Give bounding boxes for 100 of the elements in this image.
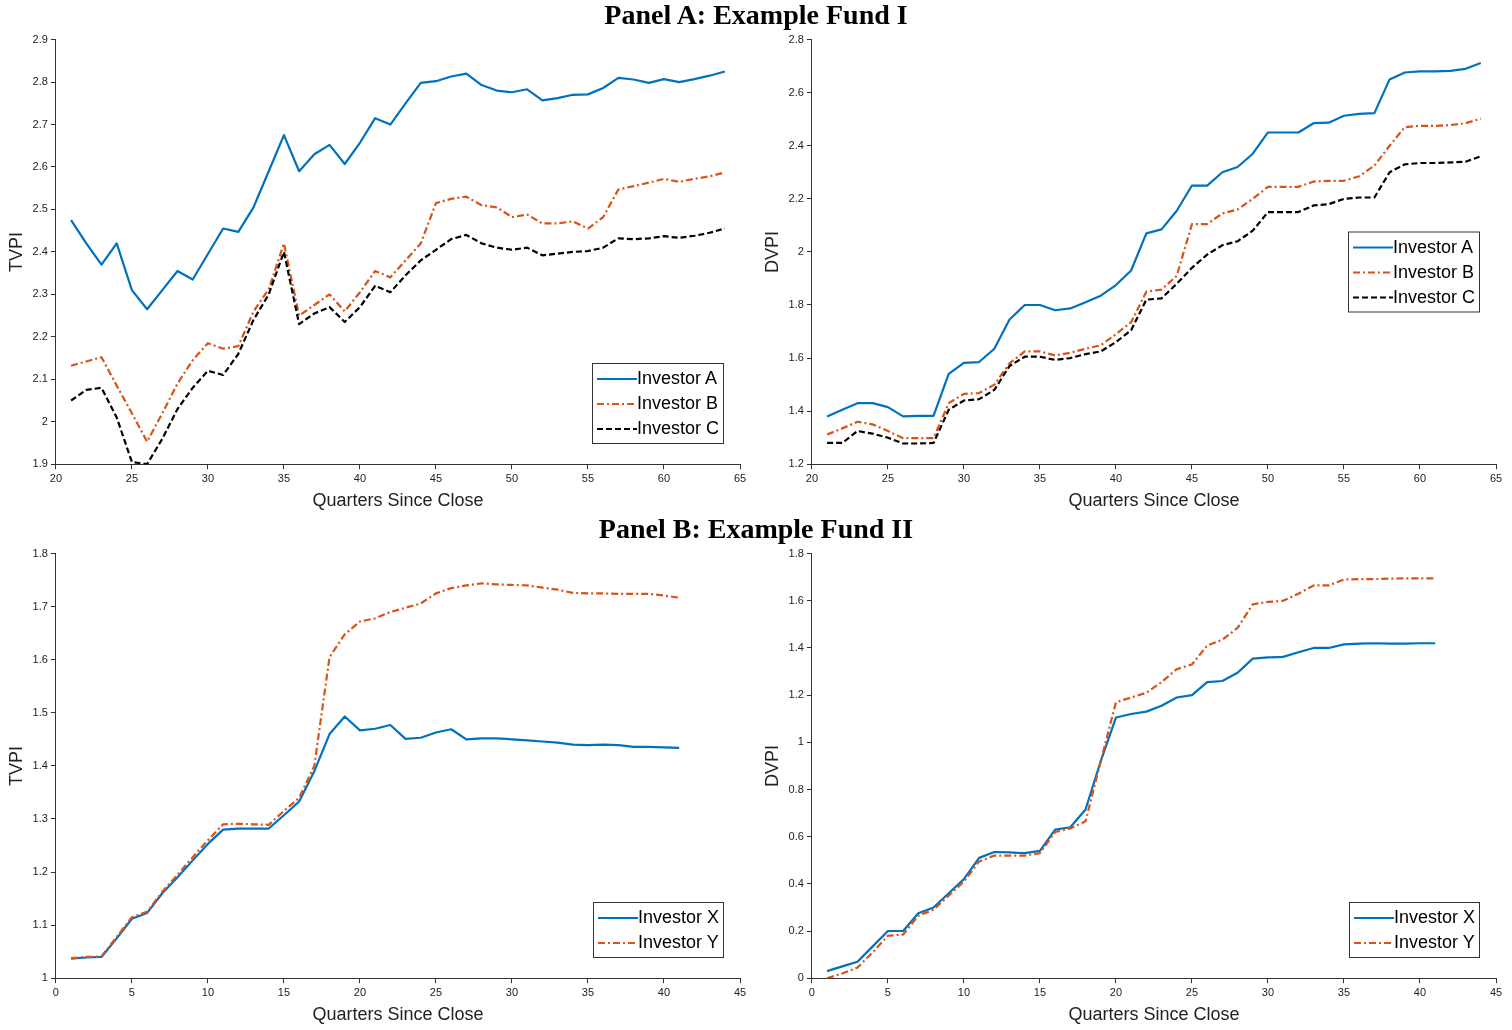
y-tick-label: 2.4 — [788, 138, 804, 151]
x-tick-label: 35 — [581, 985, 595, 998]
legend-label: Investor B — [636, 392, 719, 415]
x-tick-label: 35 — [1337, 985, 1351, 998]
y-tick-label: 0.2 — [788, 924, 804, 937]
y-tick-label: 2.5 — [32, 202, 48, 215]
x-axis-title: Quarters Since Close — [1068, 490, 1240, 511]
y-tick-label: 0.4 — [788, 876, 804, 889]
y-tick-label: 1.6 — [788, 593, 804, 606]
x-tick-label: 30 — [1261, 985, 1275, 998]
y-tick-label: 2.4 — [32, 244, 48, 257]
x-tick-label: 20 — [49, 471, 63, 484]
x-axis-title: Quarters Since Close — [312, 490, 484, 511]
y-tick-label: 2.8 — [788, 32, 804, 45]
y-tick-label: 1.4 — [788, 640, 804, 653]
y-tick-label: 2.2 — [32, 329, 48, 342]
y-tick-label: 1 — [41, 971, 48, 984]
y-tick-label: 1.9 — [32, 457, 48, 470]
y-tick-label: 1.8 — [788, 298, 804, 311]
chart-title: Panel B: Example Fund II — [597, 513, 915, 544]
x-axis-title: Quarters Since Close — [1068, 1004, 1240, 1025]
y-tick-label: 1.6 — [788, 351, 804, 364]
legend-label: Investor C — [636, 417, 719, 440]
line-series — [69, 227, 726, 465]
legend-label: Investor Y — [637, 931, 719, 954]
x-tick-label: 50 — [1261, 471, 1275, 484]
x-tick-label: 60 — [1413, 471, 1427, 484]
legend-label: Investor X — [637, 906, 719, 929]
x-tick-label: 65 — [1489, 471, 1503, 484]
x-tick-label: 5 — [128, 985, 135, 998]
y-tick-label: 2.3 — [32, 287, 48, 300]
y-axis-title: DVPI — [761, 744, 782, 787]
x-tick-label: 25 — [881, 471, 895, 484]
chart-title: Panel A: Example Fund I — [603, 0, 909, 30]
x-tick-label: 55 — [1337, 471, 1351, 484]
x-tick-label: 10 — [201, 985, 215, 998]
y-tick-label: 1.4 — [788, 404, 804, 417]
x-tick-label: 55 — [581, 471, 595, 484]
y-tick-label: 2.6 — [32, 160, 48, 173]
y-tick-label: 2.9 — [32, 32, 48, 45]
x-tick-label: 65 — [733, 471, 747, 484]
x-tick-label: 0 — [808, 985, 815, 998]
y-tick-label: 1.4 — [32, 758, 48, 771]
y-axis-title: TVPI — [5, 231, 26, 272]
y-tick-label: 1.2 — [788, 457, 804, 470]
y-tick-label: 2.6 — [788, 85, 804, 98]
x-tick-label: 45 — [1185, 471, 1199, 484]
x-tick-label: 35 — [277, 471, 291, 484]
x-axis-title: Quarters Since Close — [312, 1004, 484, 1025]
y-tick-label: 2.2 — [788, 191, 804, 204]
x-tick-label: 25 — [1185, 985, 1199, 998]
y-tick-label: 1.8 — [32, 546, 48, 559]
legend-label: Investor A — [1392, 235, 1474, 259]
legend-label: Investor X — [1393, 906, 1475, 929]
x-tick-label: 10 — [957, 985, 971, 998]
y-tick-label: 1.8 — [788, 546, 804, 559]
y-tick-label: 2.8 — [32, 75, 48, 88]
y-tick-label: 2.7 — [32, 117, 48, 130]
legend-label: Investor B — [1392, 260, 1475, 284]
y-tick-label: 1.2 — [788, 688, 804, 701]
legend-label: Investor Y — [1393, 931, 1475, 954]
y-axis-title: DVPI — [761, 230, 782, 273]
y-tick-label: 1.6 — [32, 652, 48, 665]
x-tick-label: 50 — [505, 471, 519, 484]
legend-label: Investor C — [1392, 285, 1475, 309]
x-tick-label: 5 — [884, 985, 891, 998]
legend-label: Investor A — [636, 367, 718, 390]
y-tick-label: 2 — [41, 414, 48, 427]
x-tick-label: 15 — [277, 985, 291, 998]
y-tick-label: 1.7 — [32, 599, 48, 612]
x-tick-label: 40 — [657, 985, 671, 998]
x-tick-label: 20 — [805, 471, 819, 484]
y-tick-label: 1.3 — [32, 812, 48, 825]
x-tick-label: 25 — [125, 471, 139, 484]
x-tick-label: 45 — [429, 471, 443, 484]
y-tick-label: 1 — [797, 735, 804, 748]
x-tick-label: 45 — [1489, 985, 1503, 998]
y-tick-label: 2 — [797, 244, 804, 257]
y-tick-label: 2.1 — [32, 372, 48, 385]
x-tick-label: 20 — [353, 985, 367, 998]
y-tick-label: 0.6 — [788, 829, 804, 842]
y-tick-label: 0.8 — [788, 782, 804, 795]
x-tick-label: 20 — [1109, 985, 1123, 998]
x-tick-label: 0 — [52, 985, 59, 998]
x-tick-label: 35 — [1033, 471, 1047, 484]
y-tick-label: 1.5 — [32, 705, 48, 718]
x-tick-label: 60 — [657, 471, 671, 484]
x-tick-label: 45 — [733, 985, 747, 998]
x-tick-label: 25 — [429, 985, 443, 998]
x-tick-label: 40 — [353, 471, 367, 484]
y-axis-title: TVPI — [5, 745, 26, 786]
y-tick-label: 0 — [797, 971, 804, 984]
x-tick-label: 15 — [1033, 985, 1047, 998]
x-tick-label: 30 — [201, 471, 215, 484]
y-tick-label: 1.2 — [32, 865, 48, 878]
x-tick-label: 30 — [957, 471, 971, 484]
x-tick-label: 40 — [1109, 471, 1123, 484]
y-tick-label: 1.1 — [32, 918, 48, 931]
x-tick-label: 30 — [505, 985, 519, 998]
x-tick-label: 40 — [1413, 985, 1427, 998]
